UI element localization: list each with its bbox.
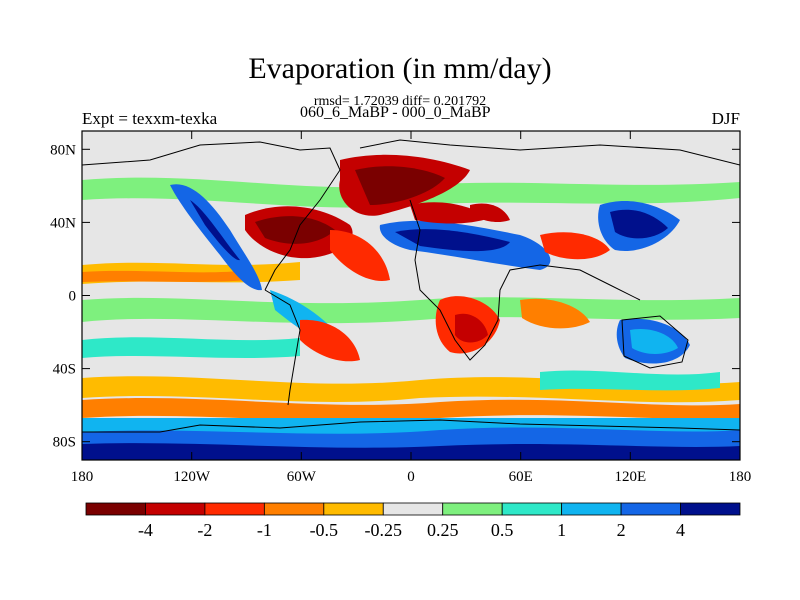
colorbar-label: 1 xyxy=(557,520,566,540)
lat-label-40n: 40N xyxy=(50,215,76,231)
lon-label-120w: 120W xyxy=(173,469,211,485)
colorbar-label: 0.5 xyxy=(491,520,514,540)
lon-label-0: 0 xyxy=(407,469,415,485)
colorbar-label: -0.25 xyxy=(365,520,403,540)
colorbar-box xyxy=(680,502,741,516)
colorbar-label: -1 xyxy=(257,520,272,540)
experiment-label: Expt = texxm-texka xyxy=(82,109,218,128)
colorbar-label: -0.5 xyxy=(310,520,339,540)
evaporation-field xyxy=(82,131,740,460)
colorbar-box xyxy=(382,502,444,516)
colorbar: -4 -2 -1 -0.5 -0.25 0.25 0.5 1 2 4 xyxy=(85,502,741,540)
colorbar-box xyxy=(145,502,206,516)
colorbar-label: 0.25 xyxy=(427,520,459,540)
colorbar-label: -4 xyxy=(138,520,153,540)
colorbar-label: 4 xyxy=(676,520,685,540)
colorbar-label: 2 xyxy=(617,520,626,540)
lon-tick-marks xyxy=(81,131,741,460)
colorbar-box xyxy=(561,502,622,516)
colorbar-box xyxy=(620,502,681,516)
period-label: 060_6_MaBP - 000_0_MaBP xyxy=(300,104,491,121)
colorbar-box xyxy=(263,502,325,516)
lon-label-120e: 120E xyxy=(614,469,646,485)
colorbar-label: -2 xyxy=(197,520,212,540)
lat-label-80s: 80S xyxy=(53,435,76,451)
lat-tick-marks xyxy=(82,148,740,443)
colorbar-box xyxy=(442,502,503,516)
lat-label-40s: 40S xyxy=(53,362,76,378)
map-title: Evaporation (in mm/day) xyxy=(248,52,552,85)
lon-label-60w: 60W xyxy=(287,469,317,485)
lon-label-60e: 60E xyxy=(509,469,533,485)
lat-label-80n: 80N xyxy=(50,142,76,158)
colorbar-box xyxy=(323,502,384,516)
season-label: DJF xyxy=(711,109,740,128)
colorbar-box xyxy=(501,502,563,516)
lon-label-180w: 180 xyxy=(71,469,94,485)
colorbar-box xyxy=(85,502,146,516)
lat-label-0: 0 xyxy=(69,289,77,305)
colorbar-box xyxy=(204,502,265,516)
lon-label-180e: 180 xyxy=(729,469,752,485)
stats-line: rmsd= 1.72039 diff= 0.201792 xyxy=(313,94,487,109)
